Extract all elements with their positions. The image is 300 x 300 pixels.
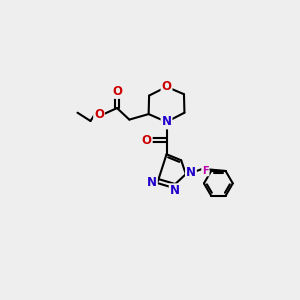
Text: O: O: [142, 134, 152, 147]
Text: N: N: [186, 167, 196, 179]
Text: O: O: [161, 80, 172, 93]
Text: N: N: [147, 176, 157, 189]
Text: N: N: [170, 184, 180, 197]
Text: N: N: [161, 116, 172, 128]
Text: O: O: [112, 85, 122, 98]
Text: F: F: [202, 166, 209, 176]
Text: O: O: [94, 108, 104, 121]
